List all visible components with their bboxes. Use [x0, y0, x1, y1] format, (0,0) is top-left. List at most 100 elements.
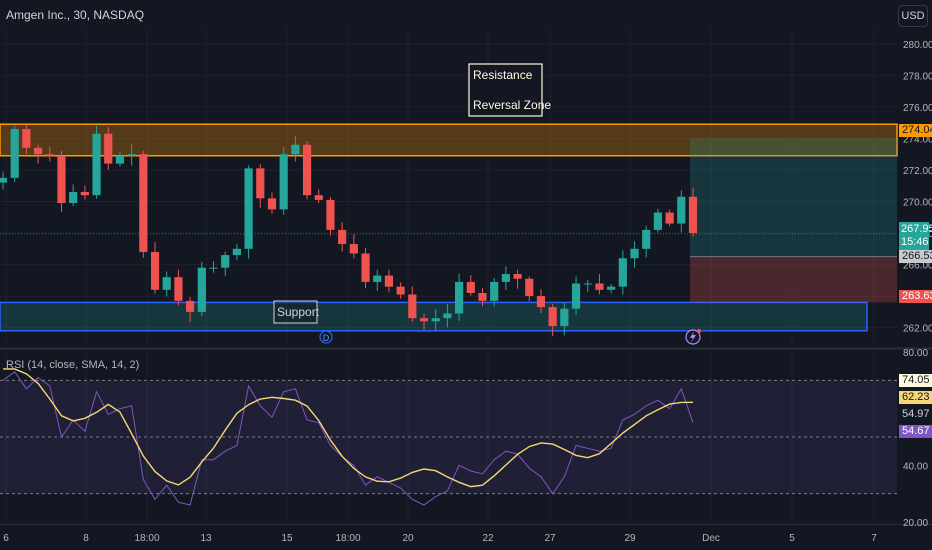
time-tick-label: 20 [402, 533, 414, 544]
resistance-label: Resistance [473, 68, 533, 82]
price-tag-stop: 263.63 [899, 290, 932, 303]
candle-body [665, 212, 674, 224]
time-tick-label: 5 [789, 533, 795, 544]
candle-body [302, 144, 312, 196]
rsi-line [2, 371, 694, 506]
time-tick-label: 22 [482, 533, 494, 544]
price-tag-entry: 266.53 [899, 250, 932, 263]
candle-body [10, 128, 19, 178]
candle-body [197, 267, 206, 312]
rsi-tag-ma: 62.23 [899, 391, 932, 404]
candle-body [408, 294, 417, 319]
candle-body [607, 286, 616, 290]
candle-body [45, 154, 54, 156]
candle-body [139, 154, 148, 252]
candle-body [478, 292, 487, 301]
price-axis-panel [897, 0, 932, 550]
currency-button[interactable]: USD [898, 5, 928, 27]
candle-body [80, 192, 89, 196]
candles [0, 123, 698, 337]
resistance-label-box [468, 63, 543, 117]
candle-body [642, 229, 651, 249]
rsi-tag-high: 74.05 [899, 374, 932, 387]
candle-body [174, 277, 183, 301]
long-position-target [690, 138, 897, 257]
rsi-tick-label: 80.00 [903, 348, 928, 359]
candle-body [548, 307, 557, 327]
support-label: Support [277, 305, 320, 319]
candle-body [326, 199, 335, 230]
resistance-zone [0, 123, 898, 157]
candle-body [513, 274, 522, 279]
candle-body [536, 296, 546, 308]
price-tick-label: 272.00 [903, 166, 932, 177]
rsi-tick-label: 40.00 [903, 461, 928, 472]
candle-body [256, 168, 265, 199]
candle-body [688, 196, 698, 234]
candle-body [443, 313, 452, 319]
candle-body [583, 283, 592, 285]
price-tick-label: 266.00 [903, 261, 932, 272]
candle-body [186, 300, 195, 312]
price-tag-resistance: 274.04 [899, 124, 932, 137]
bar-countdown: 15:46 [901, 236, 929, 248]
reversal-zone-label: Reversal Zone [473, 98, 551, 112]
price-tick-label: 276.00 [903, 103, 932, 114]
candle-body [419, 318, 429, 322]
candle-body [560, 308, 569, 327]
time-tick-label: 15 [281, 533, 293, 544]
time-tick-label: 7 [871, 533, 877, 544]
candle-body [630, 248, 639, 259]
dividend-marker [319, 330, 333, 344]
candle-body [150, 251, 160, 290]
candle-body [22, 128, 31, 148]
time-tick-label: 18:00 [335, 533, 360, 544]
price-tick-label: 280.00 [903, 40, 932, 51]
candle-body [69, 192, 78, 204]
rsi-indicator-title[interactable]: RSI (14, close, SMA, 14, 2) [6, 359, 140, 371]
candle-body [396, 286, 405, 295]
candle-body [501, 274, 510, 282]
time-tick-label: 13 [200, 533, 212, 544]
candle-body [490, 281, 499, 301]
candle-body [162, 277, 171, 290]
candle-body [115, 155, 125, 164]
rsi-band [0, 380, 897, 494]
long-position-stop [690, 256, 897, 303]
time-tick-label: 18:00 [134, 533, 159, 544]
time-tick-label: 29 [624, 533, 636, 544]
candle-body [455, 281, 464, 314]
candle-body [525, 278, 534, 297]
symbol-title: Amgen Inc., 30, NASDAQ [6, 8, 145, 22]
candle-body [466, 281, 475, 293]
candle-body [279, 154, 288, 210]
candle-body [384, 275, 394, 287]
earnings-dot [697, 329, 701, 333]
candle-body [104, 133, 113, 164]
candle-body [92, 133, 101, 196]
support-zone [0, 301, 868, 332]
rsi-tag-rsi: 54.67 [899, 425, 932, 438]
rsi-tick-label: 20.00 [903, 518, 928, 529]
candle-body [373, 275, 382, 282]
price-tick-label: 274.00 [903, 134, 932, 145]
candle-body [232, 248, 241, 256]
candle-body [0, 177, 8, 183]
price-tick-label: 278.00 [903, 71, 932, 82]
candle-body [244, 168, 253, 249]
time-tick-label: 6 [3, 533, 9, 544]
rsi-ma-line [2, 368, 694, 488]
rsi-tag-mid: 54.97 [899, 408, 932, 421]
candle-body [653, 212, 663, 230]
candle-body [338, 229, 347, 245]
price-tag-last: 267.95 15:46 [899, 222, 932, 250]
candle-body [677, 196, 686, 224]
candle-body [221, 255, 230, 268]
lightning-icon [690, 331, 696, 343]
candle-body [127, 154, 136, 156]
time-tick-label: 8 [83, 533, 89, 544]
candle-body [291, 144, 300, 155]
candle-body [209, 267, 218, 269]
